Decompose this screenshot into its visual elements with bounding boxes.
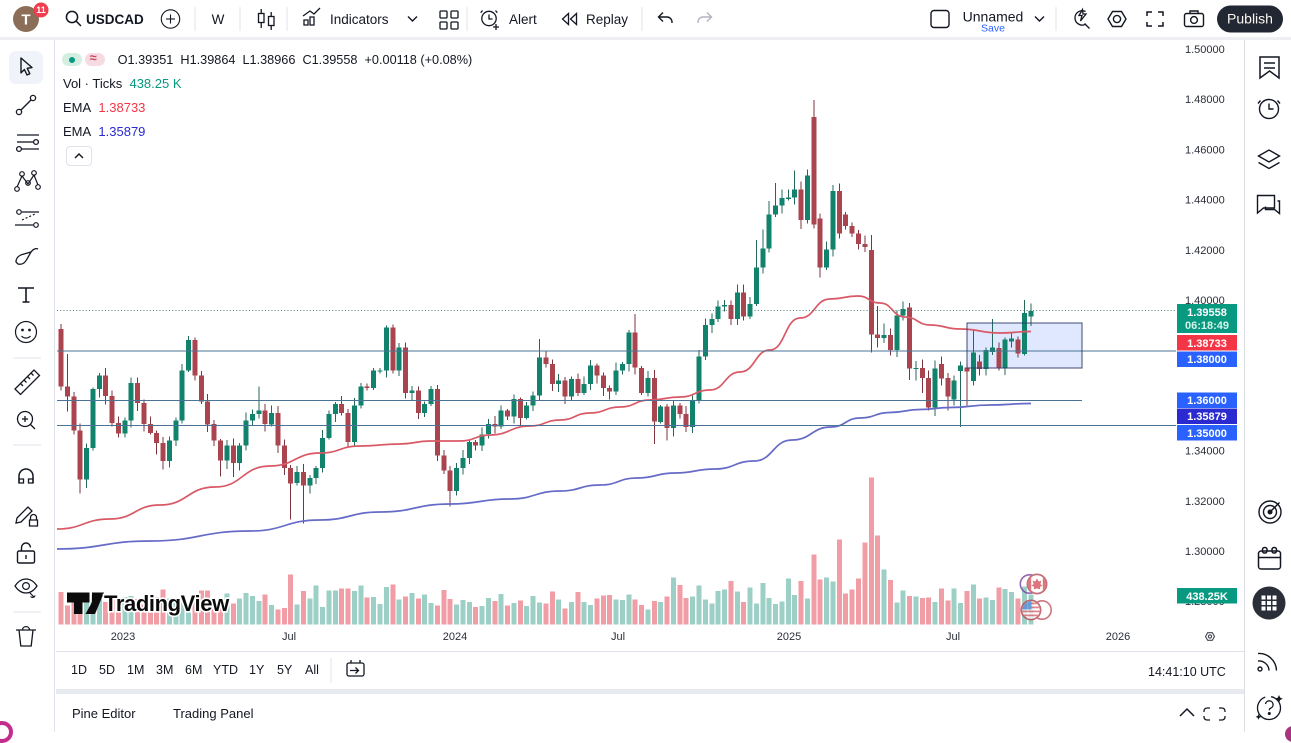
svg-text:1.46000: 1.46000	[1185, 144, 1225, 156]
svg-text:1.35000: 1.35000	[1187, 428, 1227, 440]
svg-text:2025: 2025	[777, 631, 801, 643]
svg-text:1.36000: 1.36000	[1187, 395, 1227, 407]
svg-text:1.38733: 1.38733	[1187, 338, 1227, 350]
svg-text:2026: 2026	[1106, 631, 1130, 643]
svg-text:T: T	[21, 12, 30, 29]
svg-text:USDCAD: USDCAD	[86, 12, 144, 27]
svg-text:Jul: Jul	[282, 631, 296, 643]
svg-text:Publish: Publish	[1227, 11, 1273, 27]
svg-text:1.35879: 1.35879	[1187, 411, 1227, 423]
svg-text:11: 11	[36, 5, 46, 15]
svg-text:1.48000: 1.48000	[1185, 94, 1225, 106]
svg-text:Save: Save	[981, 23, 1005, 35]
svg-text:1.50000: 1.50000	[1185, 44, 1225, 56]
svg-text:438.25K: 438.25K	[1186, 591, 1228, 603]
svg-text:Jul: Jul	[946, 631, 960, 643]
svg-text:1.42000: 1.42000	[1185, 245, 1225, 257]
svg-text:Jul: Jul	[611, 631, 625, 643]
svg-text:W: W	[212, 12, 225, 27]
svg-text:06:18:49: 06:18:49	[1185, 320, 1229, 332]
svg-text:2023: 2023	[111, 631, 135, 643]
svg-text:Indicators: Indicators	[330, 12, 389, 27]
svg-text:1.44000: 1.44000	[1185, 195, 1225, 207]
svg-text:Unnamed: Unnamed	[963, 9, 1024, 25]
svg-text:Replay: Replay	[586, 12, 628, 27]
svg-text:1.38000: 1.38000	[1187, 354, 1227, 366]
svg-text:2024: 2024	[443, 631, 467, 643]
svg-text:1.39558: 1.39558	[1187, 307, 1227, 319]
svg-text:TradingView: TradingView	[104, 591, 230, 616]
svg-text:1.34000: 1.34000	[1185, 446, 1225, 458]
svg-text:1.30000: 1.30000	[1185, 546, 1225, 558]
svg-text:1.32000: 1.32000	[1185, 496, 1225, 508]
svg-text:Alert: Alert	[509, 12, 537, 27]
